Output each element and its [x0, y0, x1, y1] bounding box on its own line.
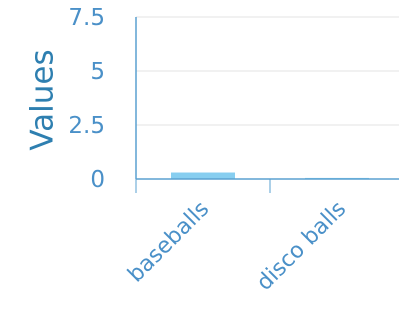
y-tick-label: 0 [90, 167, 105, 193]
y-tick-label: 5 [90, 59, 105, 85]
bar-baseballs [171, 172, 235, 179]
y-tick-label: 2.5 [68, 113, 105, 139]
x-tick-label: baseballs [123, 197, 214, 288]
y-axis-title: Values [25, 49, 61, 150]
y-ticks: 7.5 5 2.5 0 [68, 5, 105, 193]
bars [171, 172, 369, 179]
x-tick-label: disco balls [252, 197, 351, 296]
y-tick-label: 7.5 [68, 5, 105, 31]
gridlines [136, 16, 399, 126]
x-ticks: baseballs disco balls [123, 179, 351, 296]
